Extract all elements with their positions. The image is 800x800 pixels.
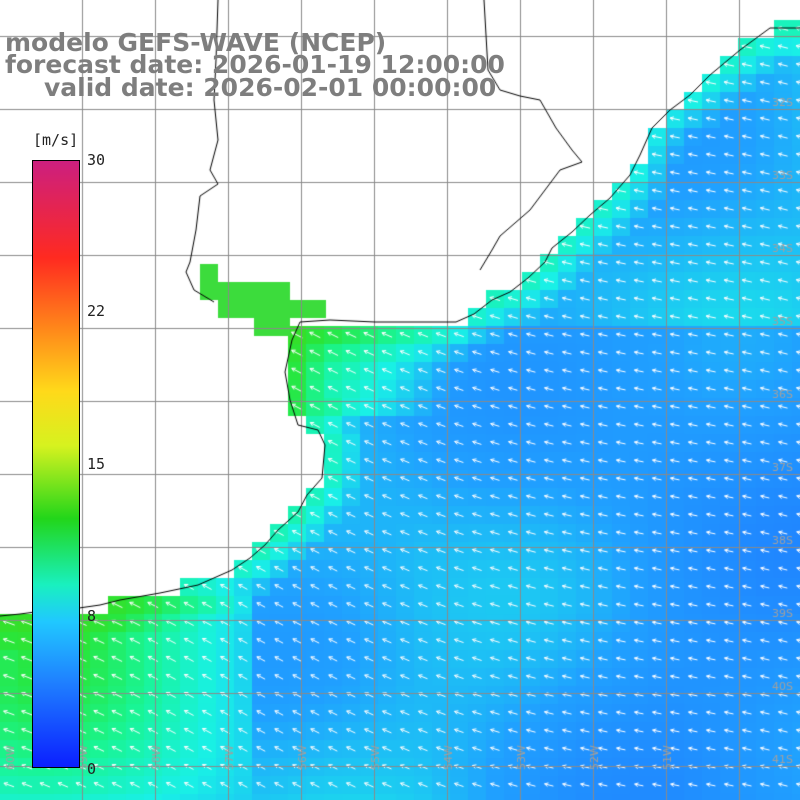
forecast-date-label: forecast date: 2026-01-19 12:00:00	[5, 50, 505, 79]
colorbar-tick-label: 0	[87, 760, 97, 778]
colorbar-tick-label: 30	[87, 151, 106, 169]
wind-speed-colorbar	[32, 160, 80, 768]
model-title: modelo GEFS-WAVE (NCEP)	[5, 28, 387, 57]
colorbar-tick-label: 15	[87, 455, 106, 473]
colorbar-tick-label: 22	[87, 302, 106, 320]
colorbar-unit-label: [m/s]	[33, 131, 79, 149]
colorbar-tick-label: 8	[87, 607, 97, 625]
valid-date-label: valid date: 2026-02-01 00:00:00	[44, 73, 497, 102]
